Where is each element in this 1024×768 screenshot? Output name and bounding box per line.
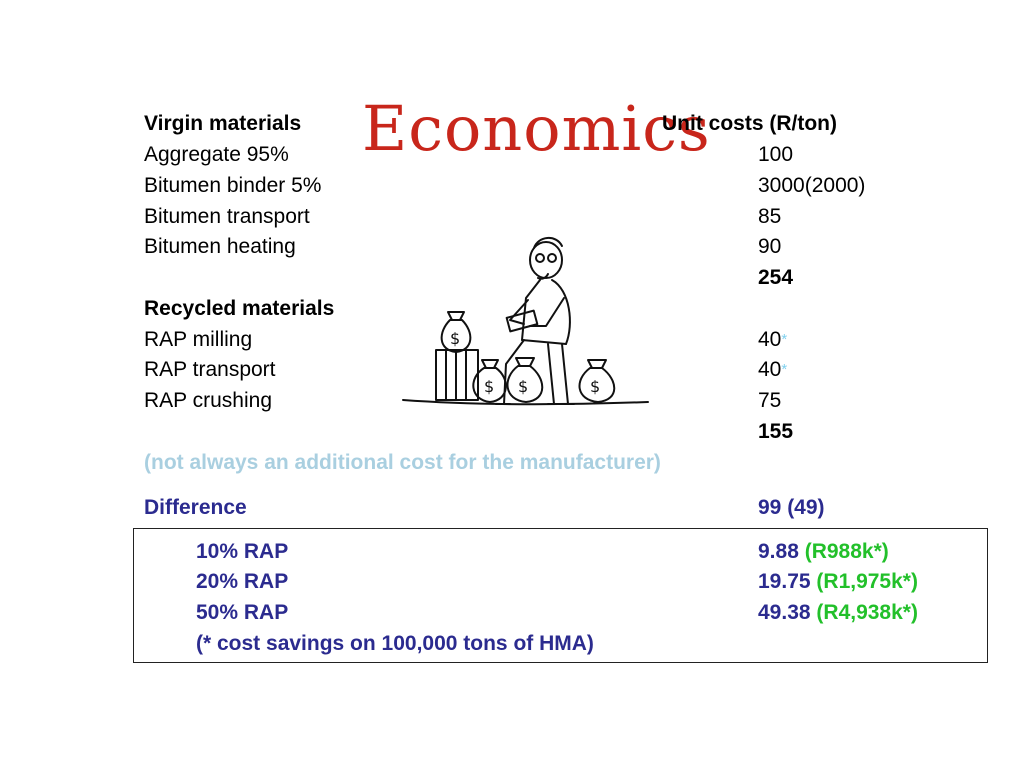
savings-footnote: (* cost savings on 100,000 tons of HMA) [196,632,594,655]
cost-item-label: RAP crushing [144,389,273,412]
savings-value-group: 9.88 (R988k*) [758,540,889,564]
cost-item-value: 85 [758,205,782,228]
cost-item-label: Bitumen binder 5% [144,174,322,197]
asterisk-marker: * [781,361,788,378]
cost-item-value-group: 40* [758,328,787,352]
recycled-materials-heading: Recycled materials [144,297,335,320]
cost-item-value: 75 [758,389,782,412]
cost-item-label: RAP milling [144,328,253,351]
savings-amount: (R1,975k*) [816,570,918,593]
cost-item-value: 40 [758,328,782,351]
savings-value: 49.38 [758,601,811,624]
cost-item-label: Bitumen transport [144,205,310,228]
savings-label: 50% RAP [196,601,289,624]
savings-value-group: 19.75 (R1,975k*) [758,570,918,594]
cost-item-value: 3000(2000) [758,174,866,197]
savings-label: 10% RAP [196,540,289,563]
recycled-total: 155 [758,420,794,443]
svg-text:$: $ [518,377,528,396]
savings-label: 20% RAP [196,570,289,593]
virgin-total: 254 [758,266,794,289]
savings-box [133,528,988,663]
savings-amount: (R988k*) [804,540,889,563]
svg-text:$: $ [590,377,600,396]
manufacturer-note: (not always an additional cost for the m… [144,451,661,474]
cost-item-value: 40 [758,358,782,381]
cost-item-label: Bitumen heating [144,235,296,258]
savings-amount: (R4,938k*) [816,601,918,624]
cost-item-value-group: 40* [758,358,787,382]
virgin-materials-heading: Virgin materials [144,112,302,135]
slide-title: Economics [362,92,711,165]
svg-text:$: $ [484,377,494,396]
man-with-money-bags-icon: $ $ $ $ [402,237,649,406]
unit-costs-heading: Unit costs (R/ton) [662,112,837,135]
savings-value: 9.88 [758,540,799,563]
cost-item-value: 90 [758,235,782,258]
asterisk-marker: * [781,331,788,348]
svg-text:$: $ [450,329,460,348]
cost-item-label: Aggregate 95% [144,143,289,166]
savings-value: 19.75 [758,570,811,593]
difference-label: Difference [144,496,247,519]
savings-value-group: 49.38 (R4,938k*) [758,601,918,625]
cost-item-label: RAP transport [144,358,276,381]
difference-value: 99 (49) [758,496,825,519]
cost-item-value: 100 [758,143,794,166]
